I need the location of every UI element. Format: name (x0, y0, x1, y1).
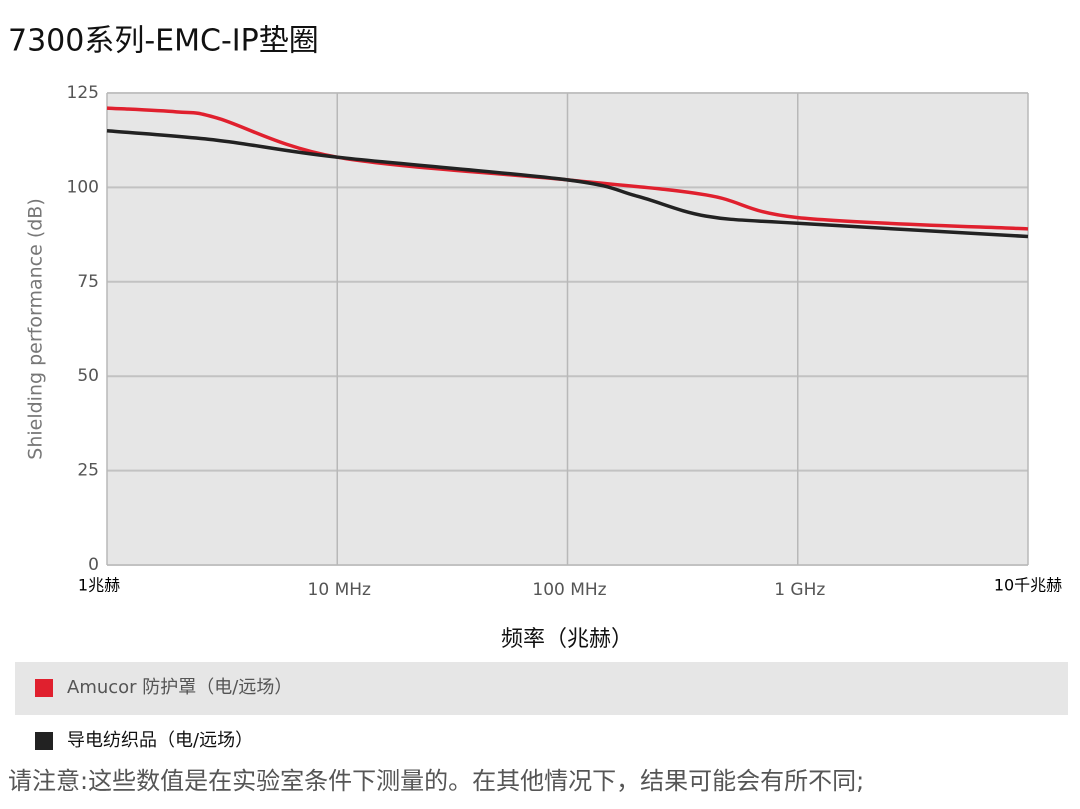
x-axis-label: 频率（兆赫） (501, 627, 633, 652)
chart-title: 7300系列-EMC-IP垫圈 (8, 24, 319, 59)
y-tick-label: 25 (77, 461, 99, 481)
y-tick-label: 75 (77, 272, 99, 292)
y-tick-label: 50 (77, 366, 99, 386)
legend-label: Amucor 防护罩（电/远场） (67, 677, 292, 698)
x-tick-label: 10 MHz (308, 580, 371, 600)
y-tick-label: 100 (67, 177, 99, 197)
x-tick-label: 1兆赫 (78, 576, 120, 595)
series-line (106, 129, 1029, 239)
y-tick-label: 125 (67, 83, 99, 103)
x-tick-label: 100 MHz (532, 580, 606, 600)
legend-swatch (35, 732, 53, 750)
legend-row-bg (15, 662, 1068, 715)
y-axis-label: Shielding performance (dB) (25, 198, 47, 459)
footnote: 请注意:这些数值是在实验室条件下测量的。在其他情况下，结果可能会有所不同; (8, 767, 864, 795)
x-tick-label: 1 GHz (774, 580, 825, 600)
y-tick-label: 0 (88, 555, 99, 575)
legend-label: 导电纺织品（电/远场） (67, 730, 253, 751)
x-tick-label: 10千兆赫 (994, 576, 1062, 595)
legend-swatch (35, 679, 53, 697)
